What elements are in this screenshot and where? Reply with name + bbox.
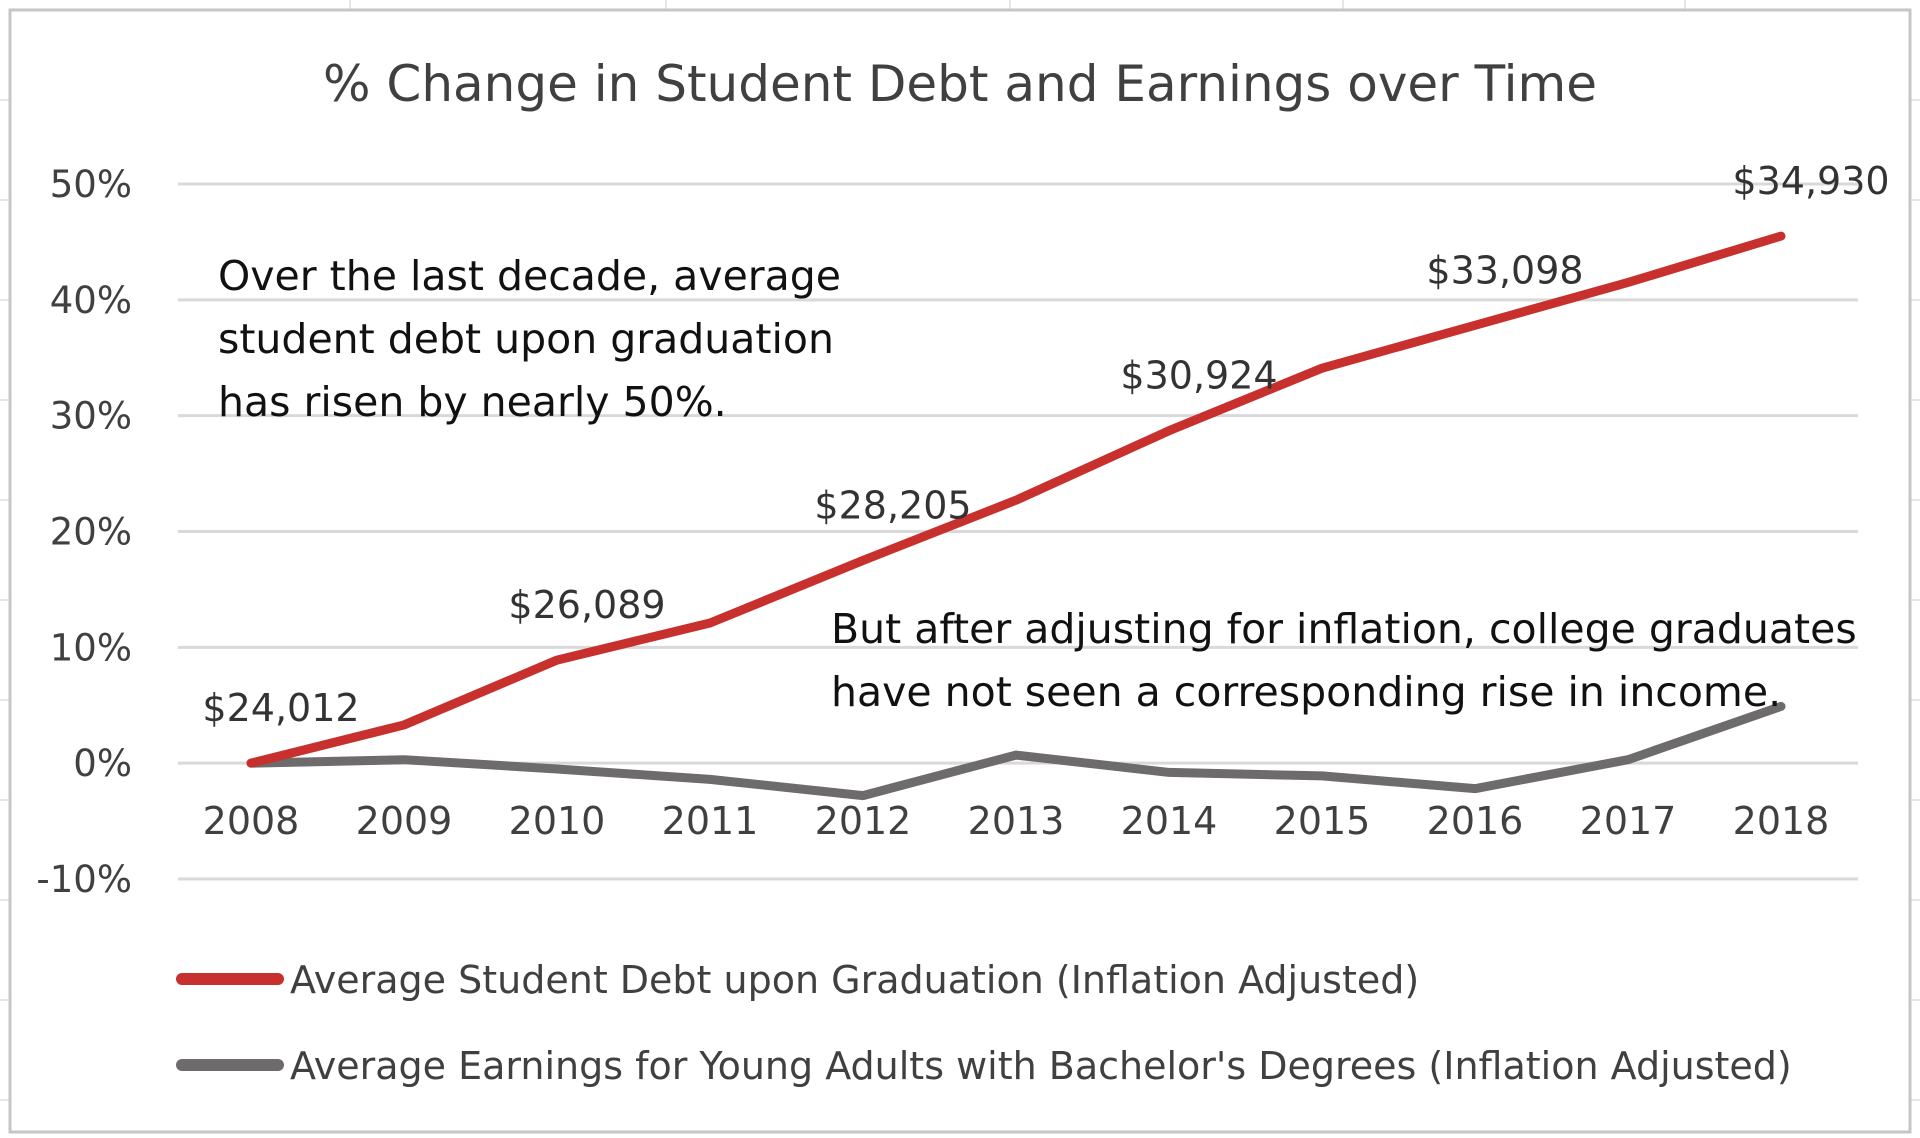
- data-point[interactable]: [1168, 771, 1170, 774]
- annotation-line: have not seen a corresponding rise in in…: [831, 668, 1781, 716]
- data-point[interactable]: [1627, 758, 1629, 761]
- data-point[interactable]: [556, 659, 558, 662]
- data-point[interactable]: [709, 778, 711, 781]
- data-label: $26,089: [508, 583, 665, 627]
- x-tick-label: 2008: [203, 799, 300, 843]
- data-point[interactable]: [1321, 774, 1323, 777]
- debt-annotation: Over the last decade, average student deb…: [218, 252, 841, 426]
- x-tick-label: 2013: [968, 799, 1065, 843]
- y-tick-label: 50%: [50, 163, 132, 206]
- x-tick-label: 2011: [662, 799, 759, 843]
- data-point[interactable]: [709, 622, 711, 625]
- data-point[interactable]: [862, 559, 864, 562]
- x-tick-label: 2015: [1274, 799, 1371, 843]
- data-labels: $24,012 $26,089 $28,205 $30,924 $33,098 $34,9…: [202, 159, 1889, 730]
- legend-item[interactable]: Average Earnings for Young Adults with B…: [176, 1044, 1792, 1088]
- data-point[interactable]: [403, 723, 405, 726]
- series-lines: [246, 231, 1786, 801]
- annotations: Over the last decade, average student deb…: [218, 252, 1857, 716]
- data-point[interactable]: [1780, 235, 1782, 238]
- data-point[interactable]: [1321, 367, 1323, 370]
- legend-label: Average Earnings for Young Adults with B…: [290, 1044, 1792, 1088]
- legend: Average Student Debt upon Graduation (In…: [176, 958, 1792, 1088]
- earnings-annotation: But after adjusting for inflation, colle…: [831, 605, 1857, 716]
- x-tick-label: 2009: [356, 799, 453, 843]
- y-axis-tick-labels: 50% 40% 30% 20% 10% 0% -10%: [36, 163, 132, 901]
- annotation-line: student debt upon graduation: [218, 315, 834, 363]
- data-point[interactable]: [862, 794, 864, 797]
- y-tick-label: 40%: [50, 279, 132, 322]
- data-label: $24,012: [202, 686, 359, 730]
- y-tick-label: -10%: [36, 858, 132, 901]
- data-label: $34,930: [1732, 159, 1889, 203]
- y-tick-label: 30%: [50, 395, 132, 438]
- x-tick-label: 2018: [1733, 799, 1830, 843]
- y-tick-label: 0%: [73, 742, 132, 785]
- data-point[interactable]: [1780, 705, 1782, 708]
- annotation-line: But after adjusting for inflation, colle…: [831, 605, 1857, 653]
- x-axis-tick-labels: 2008 2009 2010 2011 2012 2013 2014 2015 2016 2017…: [203, 799, 1830, 843]
- data-point[interactable]: [556, 767, 558, 770]
- legend-label: Average Student Debt upon Graduation (In…: [290, 958, 1419, 1002]
- legend-item[interactable]: Average Student Debt upon Graduation (In…: [176, 958, 1419, 1002]
- data-point[interactable]: [1474, 787, 1476, 790]
- spreadsheet-background-grid: [0, 0, 1920, 1101]
- data-label: $33,098: [1426, 248, 1583, 292]
- data-point[interactable]: [1627, 281, 1629, 284]
- x-tick-label: 2010: [509, 799, 606, 843]
- y-tick-label: 20%: [50, 511, 132, 554]
- annotation-line: Over the last decade, average: [218, 252, 841, 300]
- data-point[interactable]: [1474, 324, 1476, 327]
- data-point[interactable]: [250, 762, 252, 765]
- chart-area[interactable]: [8, 8, 1912, 1134]
- x-tick-label: 2016: [1427, 799, 1524, 843]
- data-label: $30,924: [1120, 354, 1277, 398]
- x-tick-label: 2014: [1121, 799, 1218, 843]
- data-point[interactable]: [403, 758, 405, 761]
- x-tick-label: 2012: [815, 799, 912, 843]
- data-point[interactable]: [1168, 429, 1170, 432]
- chart-title: % Change in Student Debt and Earnings ov…: [323, 55, 1597, 113]
- annotation-line: has risen by nearly 50%.: [218, 378, 727, 426]
- data-point[interactable]: [1015, 754, 1017, 757]
- data-point[interactable]: [1015, 499, 1017, 502]
- x-tick-label: 2017: [1580, 799, 1677, 843]
- y-tick-label: 10%: [50, 626, 132, 669]
- data-label: $28,205: [814, 483, 971, 527]
